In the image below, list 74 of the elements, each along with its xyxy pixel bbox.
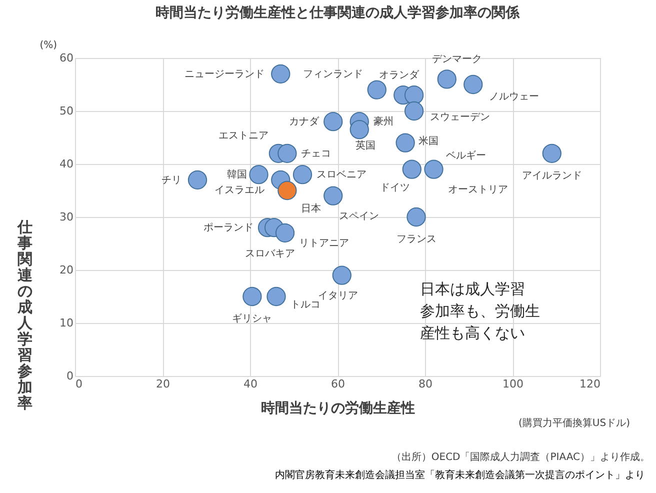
annotation: ギリシャ xyxy=(232,312,272,324)
x-tick-label: 120 xyxy=(580,378,600,390)
annotation: フランス xyxy=(396,234,436,245)
text: （出所）OECD「国際成人力調査（PIAAC）」より作成。 xyxy=(391,451,650,463)
annotation: スウェーデン xyxy=(430,112,490,123)
annotation: リトアニア xyxy=(299,238,349,249)
point xyxy=(324,186,343,206)
point xyxy=(188,170,208,190)
chart-title: 時間当たり労働生産性と仕事関連の成人学習参加率の関係 xyxy=(156,4,520,21)
point xyxy=(242,286,262,306)
x-tick-label: 40 xyxy=(244,378,258,390)
annotation: チリ xyxy=(162,174,182,186)
point xyxy=(404,86,424,105)
point xyxy=(424,160,444,179)
annotation: エストニア xyxy=(218,130,268,142)
text: (購買力平価換算USドル) xyxy=(518,417,630,429)
x-tick-label: 80 xyxy=(418,378,432,390)
annotation: ニュージーランド xyxy=(184,68,265,80)
point xyxy=(332,266,352,285)
text: 内閣官房教育未来創造会議担当室「教育未来創造会議第一次提言のポイント」より xyxy=(275,469,645,481)
point xyxy=(402,160,422,179)
point xyxy=(278,144,297,163)
annotation: 英国 xyxy=(355,140,376,152)
y-tick-label: 40 xyxy=(60,158,74,170)
x-tick-label: 0 xyxy=(76,378,82,390)
annotation: ベルギー xyxy=(446,149,486,162)
y-tick-label: 0 xyxy=(66,370,74,382)
annotation: トルコ xyxy=(290,300,320,310)
annotation: 米国 xyxy=(418,134,438,147)
annotation: スペイン xyxy=(339,210,380,222)
annotation: ノルウェー xyxy=(489,92,540,102)
x-tick-label: 60 xyxy=(331,378,345,390)
y-tick-label: 10 xyxy=(60,316,74,330)
point xyxy=(275,223,295,242)
annotation: デンマーク xyxy=(432,54,482,66)
point xyxy=(271,64,290,84)
y-tick-label: 20 xyxy=(60,264,74,276)
annotation: オーストリア xyxy=(448,184,508,196)
text: 仕事関連の成人学習参加率 xyxy=(18,218,32,412)
x-tick-label: 20 xyxy=(156,378,170,390)
point xyxy=(350,120,369,140)
annotation: イスラエル xyxy=(214,184,265,196)
annotation: スロバキア xyxy=(245,248,296,260)
point xyxy=(266,286,286,306)
point xyxy=(367,80,386,100)
point xyxy=(406,207,426,227)
point xyxy=(404,101,424,121)
text: (%) xyxy=(40,40,58,51)
point xyxy=(437,70,456,89)
point xyxy=(278,180,297,200)
point xyxy=(396,133,415,152)
annotation: 豪州 xyxy=(373,116,394,128)
point xyxy=(292,165,312,184)
y-tick-label: 50 xyxy=(60,104,74,118)
annotation: スロベニア xyxy=(316,170,366,181)
point xyxy=(324,112,343,132)
annotation: 韓国 xyxy=(226,168,247,181)
annotation: イタリア xyxy=(318,290,358,302)
annotation: ドイツ xyxy=(380,182,410,194)
x-tick-label: 100 xyxy=(502,378,524,390)
y-tick-label: 60 xyxy=(60,52,74,64)
annotation: フィンランド xyxy=(302,68,363,80)
annotation: オランダ xyxy=(379,69,420,82)
annotation: カナダ xyxy=(289,116,320,128)
annotation: アイルランド xyxy=(522,170,582,182)
point xyxy=(542,144,562,163)
annotation: ポーランド xyxy=(204,222,254,234)
x-axis-title: 時間当たりの労働生産性 xyxy=(261,400,415,416)
y-tick-label: 30 xyxy=(60,210,74,224)
point xyxy=(249,165,268,184)
annotation: 日本 xyxy=(301,202,322,214)
annotation: チェコ xyxy=(301,148,332,160)
point xyxy=(464,74,483,94)
annotation: 日本は成人学習参加率も、労働生産性も高くない xyxy=(420,280,540,342)
